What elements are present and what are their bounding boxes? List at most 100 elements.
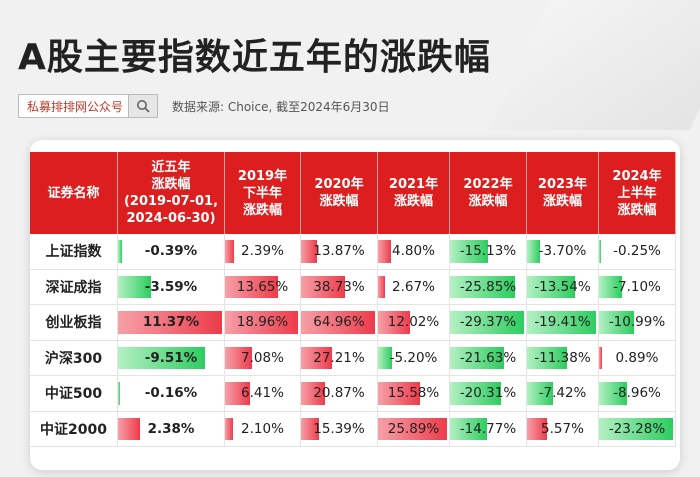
return-cell: 13.65% <box>224 269 301 305</box>
table-row: 沪深300 -9.51% 7.08% 27.21% -5.20% -21.63% -11.3… <box>30 340 676 376</box>
column-header-7: 2024年 上半年 涨跌幅 <box>598 152 676 234</box>
return-cell: 12.02% <box>377 304 450 341</box>
return-value: -21.63% <box>459 349 517 366</box>
table-card: 证券名称 近五年 涨跌幅 (2019-07-01, 2024-06-30) 2019年 下半… <box>30 140 680 470</box>
positive-bar <box>225 382 250 405</box>
return-value: -14.77% <box>459 420 517 437</box>
negative-bar <box>599 311 634 334</box>
return-cell: 5.57% <box>526 411 599 447</box>
return-cell: -7.10% <box>598 269 676 305</box>
return-value: 27.21% <box>313 349 365 366</box>
return-value: -9.51% <box>144 349 198 366</box>
return-value: 6.41% <box>241 385 284 402</box>
positive-bar <box>301 240 317 263</box>
return-cell: -3.59% <box>117 269 225 305</box>
return-cell: 20.87% <box>300 375 378 412</box>
return-value: -8.96% <box>613 385 661 402</box>
return-value: -3.70% <box>538 243 587 260</box>
index-name: 中证2000 <box>30 411 118 447</box>
return-value: 7.08% <box>241 349 284 366</box>
return-cell: -0.16% <box>117 375 225 412</box>
return-cell: -7.42% <box>526 375 599 412</box>
return-cell: -11.38% <box>526 340 599 376</box>
positive-bar <box>225 417 233 440</box>
return-cell: -5.20% <box>377 340 450 376</box>
return-value: 18.96% <box>236 314 289 331</box>
column-header-1: 近五年 涨跌幅 (2019-07-01, 2024-06-30) <box>117 152 225 234</box>
return-value: 4.80% <box>392 243 435 260</box>
page-title: A股主要指数近五年的涨跌幅 <box>18 37 491 78</box>
positive-bar <box>378 311 410 334</box>
return-value: -0.25% <box>613 243 661 260</box>
return-value: 0.89% <box>615 349 659 366</box>
index-name: 深证成指 <box>30 269 118 305</box>
negative-bar <box>527 346 567 369</box>
return-cell: 64.96% <box>300 304 378 341</box>
return-cell: -9.51% <box>117 340 225 376</box>
positive-bar <box>225 346 252 369</box>
positive-bar <box>301 346 332 369</box>
index-name: 创业板指 <box>30 304 118 341</box>
index-name: 沪深300 <box>30 340 118 376</box>
positive-bar <box>225 311 298 334</box>
table-row: 中证500 -0.16% 6.41% 20.87% 15.58% -20.31% -7.42… <box>30 375 676 412</box>
return-value: 11.37% <box>142 314 200 331</box>
return-cell: -21.63% <box>449 340 527 376</box>
return-value: 2.67% <box>392 278 435 295</box>
return-cell: -0.25% <box>598 234 676 270</box>
negative-bar <box>450 382 501 405</box>
return-cell: 2.67% <box>377 269 450 305</box>
return-cell: 0.89% <box>598 340 676 376</box>
search-button[interactable] <box>128 95 157 117</box>
return-cell: -25.85% <box>449 269 527 305</box>
return-value: 13.65% <box>236 278 289 295</box>
return-cell: -8.96% <box>598 375 676 412</box>
return-value: -5.20% <box>389 349 438 366</box>
return-value: -0.16% <box>144 385 198 402</box>
return-value: 2.10% <box>241 420 284 437</box>
column-header-0: 证券名称 <box>30 152 118 234</box>
positive-bar <box>118 311 222 334</box>
return-cell: -15.13% <box>449 234 527 270</box>
negative-bar <box>599 382 627 405</box>
index-returns-table: 证券名称 近五年 涨跌幅 (2019-07-01, 2024-06-30) 2019年 下半… <box>30 152 676 447</box>
return-value: 20.87% <box>313 385 365 402</box>
return-value: -7.42% <box>538 385 587 402</box>
return-value: -20.31% <box>459 385 517 402</box>
return-value: -23.28% <box>608 420 666 437</box>
return-cell: 27.21% <box>300 340 378 376</box>
column-header-4: 2021年 涨跌幅 <box>377 152 450 234</box>
return-cell: -13.54% <box>526 269 599 305</box>
return-cell: -19.41% <box>526 304 599 341</box>
return-value: -13.54% <box>534 278 591 295</box>
negative-bar <box>527 240 540 263</box>
return-cell: 2.38% <box>117 411 225 447</box>
negative-bar <box>450 346 504 369</box>
return-value: 64.96% <box>313 314 365 331</box>
return-value: -3.59% <box>144 278 198 295</box>
return-cell: -0.39% <box>117 234 225 270</box>
return-cell: -3.70% <box>526 234 599 270</box>
data-source-note: 数据来源: Choice, 截至2024年6月30日 <box>172 100 390 114</box>
negative-bar <box>527 275 575 298</box>
positive-bar <box>301 417 319 440</box>
search-icon <box>137 100 150 113</box>
negative-bar <box>450 417 487 440</box>
negative-bar <box>378 346 392 369</box>
table-row: 创业板指 11.37% 18.96% 64.96% 12.02% -29.37% -19.4… <box>30 304 676 341</box>
return-cell: 11.37% <box>117 304 225 341</box>
negative-bar <box>450 240 488 263</box>
return-value: 15.39% <box>313 420 365 437</box>
return-cell: 4.80% <box>377 234 450 270</box>
positive-bar <box>378 417 447 440</box>
return-cell: 2.10% <box>224 411 301 447</box>
return-value: -10.99% <box>608 314 666 331</box>
return-value: 25.89% <box>387 420 440 437</box>
return-value: -25.85% <box>459 278 517 295</box>
return-cell: -29.37% <box>449 304 527 341</box>
search-box[interactable]: 私募排排网公众号 <box>18 94 158 118</box>
column-header-2: 2019年 下半年 涨跌幅 <box>224 152 301 234</box>
positive-bar <box>301 275 345 298</box>
index-name: 上证指数 <box>30 234 118 270</box>
positive-bar <box>301 311 375 334</box>
